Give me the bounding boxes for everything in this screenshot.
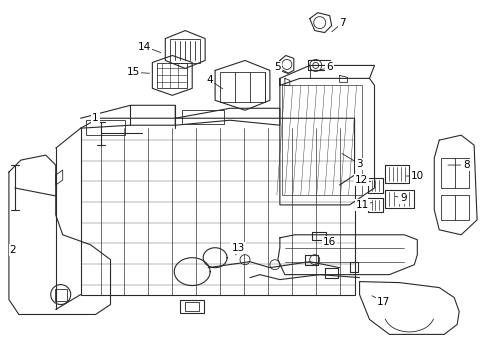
Text: 14: 14 bbox=[138, 41, 151, 51]
Text: 3: 3 bbox=[356, 159, 363, 169]
Text: 2: 2 bbox=[10, 245, 16, 255]
Bar bbox=[180, 300, 204, 314]
Bar bbox=[220, 72, 265, 102]
Text: 12: 12 bbox=[355, 175, 368, 185]
Bar bbox=[55, 289, 67, 301]
Text: 7: 7 bbox=[339, 18, 346, 28]
Bar bbox=[441, 195, 469, 220]
Text: 15: 15 bbox=[127, 67, 140, 77]
Text: 4: 4 bbox=[207, 75, 214, 85]
Text: 8: 8 bbox=[463, 160, 469, 170]
Bar bbox=[171, 39, 200, 63]
Text: 16: 16 bbox=[323, 237, 336, 247]
Text: 13: 13 bbox=[231, 243, 245, 253]
Text: 1: 1 bbox=[92, 113, 99, 123]
Text: 11: 11 bbox=[356, 200, 369, 210]
Bar bbox=[182, 110, 224, 124]
Text: 6: 6 bbox=[326, 62, 333, 72]
Text: 10: 10 bbox=[411, 171, 424, 181]
Text: 9: 9 bbox=[400, 193, 407, 203]
Bar bbox=[441, 158, 469, 188]
Text: 5: 5 bbox=[274, 62, 281, 72]
Text: 17: 17 bbox=[377, 297, 390, 306]
Bar bbox=[157, 63, 187, 88]
Bar bbox=[185, 302, 199, 311]
Bar bbox=[86, 120, 125, 135]
